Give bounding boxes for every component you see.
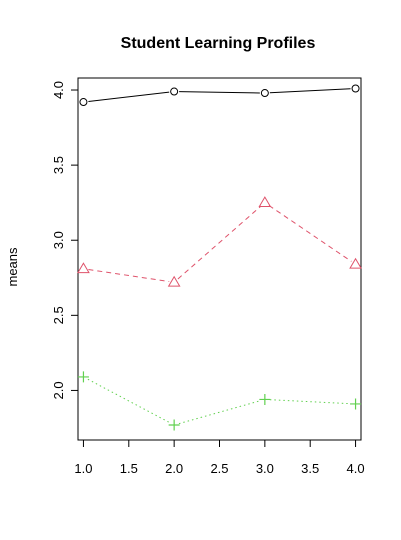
series-1-segment	[269, 88, 351, 94]
circle-marker	[260, 89, 269, 98]
y-axis-label: means	[5, 247, 20, 287]
y-tick-label: 2.0	[51, 381, 66, 399]
x-axis: 1.0 1.5 2.0 2.5 3.0 3.5 4.0	[74, 439, 365, 476]
series-2-segment	[177, 205, 262, 280]
plus-marker	[350, 398, 362, 410]
triangle-marker	[77, 262, 90, 274]
series-layer	[77, 84, 362, 431]
series-2-segment	[268, 205, 352, 262]
y-tick-label: 3.5	[51, 156, 66, 174]
circle-marker	[170, 87, 179, 96]
x-tick-label: 2.5	[210, 461, 228, 476]
chart-title: Student Learning Profiles	[121, 35, 316, 52]
x-tick-label: 3.0	[256, 461, 274, 476]
series-1-segment	[88, 91, 170, 102]
x-tick-label: 3.5	[301, 461, 319, 476]
series-3-segment	[269, 399, 351, 405]
triangle-marker	[167, 275, 181, 287]
y-axis: 2.0 2.5 3.0 3.5 4.0	[51, 81, 79, 399]
series-2	[77, 196, 362, 287]
plot-frame	[77, 77, 362, 441]
plus-marker	[259, 393, 271, 405]
triangle-marker	[349, 257, 362, 269]
series-1-segment	[179, 91, 260, 94]
series-1	[79, 84, 360, 107]
plus-marker	[168, 419, 180, 431]
series-3-segment	[87, 378, 170, 424]
series-3	[77, 371, 362, 431]
x-tick-label: 1.5	[120, 461, 138, 476]
x-tick-label: 4.0	[347, 461, 365, 476]
series-2-segment	[88, 269, 170, 283]
series-3-segment	[178, 400, 261, 425]
x-tick-label: 2.0	[165, 461, 183, 476]
y-tick-label: 2.5	[51, 306, 66, 324]
y-tick-label: 3.0	[51, 231, 66, 249]
x-tick-label: 1.0	[74, 461, 92, 476]
y-tick-label: 4.0	[51, 81, 66, 99]
circle-marker	[351, 84, 360, 93]
circle-marker	[79, 98, 88, 107]
triangle-marker	[258, 196, 272, 208]
plus-marker	[77, 371, 89, 383]
